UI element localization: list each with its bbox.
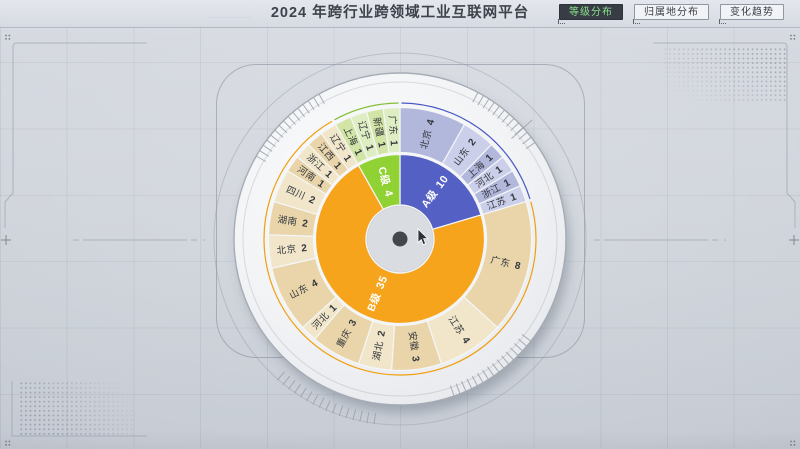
sunburst-level-segment[interactable] bbox=[314, 164, 486, 325]
tab-region-distribution[interactable]: 归属地分布 bbox=[633, 4, 709, 24]
sunburst-level-segment[interactable] bbox=[357, 153, 401, 211]
province-label: 辽宁1 bbox=[356, 119, 377, 152]
province-label: 湖北2 bbox=[371, 329, 388, 361]
frame-bottom-left bbox=[11, 381, 147, 437]
province-label: 广东 8 bbox=[490, 253, 523, 272]
halftone-dots-bottom-left bbox=[19, 381, 133, 435]
mouse-cursor bbox=[417, 228, 429, 246]
province-label: 安徽3 bbox=[406, 331, 422, 363]
sunburst-level-segment[interactable] bbox=[399, 153, 482, 231]
page-title: 2024 年跨行业跨领域工业互联网平台 bbox=[270, 5, 530, 21]
frame-right bbox=[653, 42, 796, 228]
halftone-dots-top-right bbox=[663, 47, 786, 103]
province-label: 广东1 bbox=[386, 115, 400, 147]
level-label: C级4 bbox=[375, 165, 396, 198]
sunburst-province-segment[interactable] bbox=[382, 106, 401, 154]
province-label: 北京4 bbox=[417, 117, 437, 150]
center-dot bbox=[392, 231, 408, 247]
tab-level-distribution[interactable]: 等级分布 bbox=[558, 4, 623, 24]
province-label: 新疆1 bbox=[371, 116, 389, 149]
frame-left bbox=[4, 42, 147, 228]
tab-trend[interactable]: 变化趋势 bbox=[719, 4, 784, 24]
province-label: 湖南 2 bbox=[277, 213, 309, 230]
tab-bar: 等级分布 归属地分布 变化趋势 bbox=[558, 4, 784, 24]
platter-hatch-marks bbox=[256, 92, 535, 425]
province-label: 北京 2 bbox=[276, 241, 308, 256]
